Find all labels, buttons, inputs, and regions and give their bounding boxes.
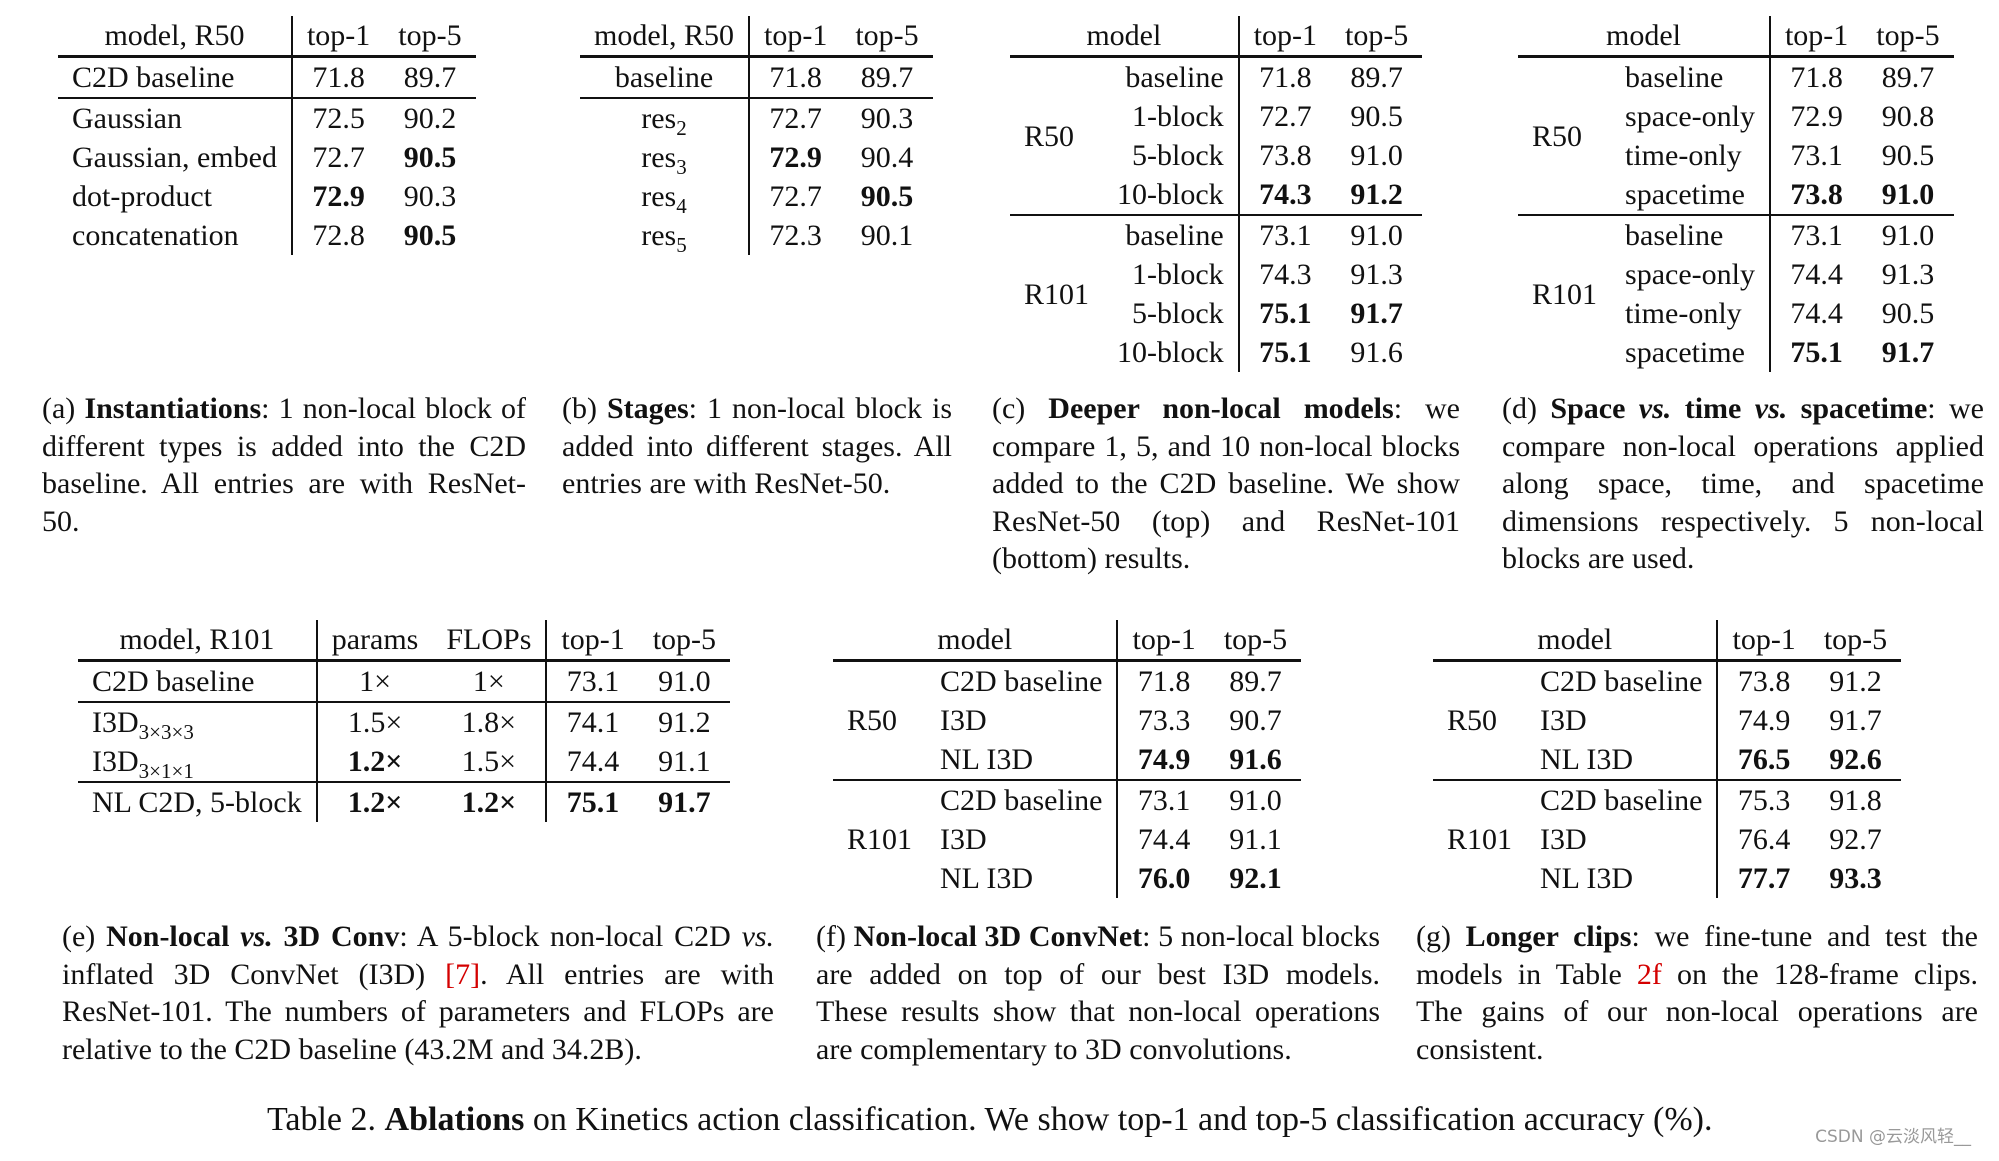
table-row: spacetime 75.1 91.7 [1518,333,1954,372]
table-row: R50 C2D baseline 73.8 91.2 [1433,660,1901,737]
header-top1: top-1 [1117,620,1210,662]
caption-e: (e) Non-local vs. 3D Conv: A 5-block non… [62,920,775,1066]
caption-c: (c) Deeper non-local models: we compare … [992,392,1460,575]
table-e-block: model, R101 params FLOPs top-1 top-5 C2D… [78,620,731,822]
header-model: model [1010,16,1240,58]
table-row: res4 72.7 90.5 [580,177,933,217]
table-f-block: model top-1 top-5 R50 C2D baseline 71.8 89… [833,620,1302,898]
table-row: concatenation 72.8 90.5 [58,216,476,255]
table-d-block: model top-1 top-5 R50 baseline 71.8 89.7 s… [1518,16,1954,372]
header-top5: top-5 [1209,620,1302,662]
watermark: CSDN @云淡风轻__ [1815,1127,1971,1147]
group-label: R50 [847,704,898,737]
table-row: NL C2D, 5-block 1.2× 1.2× 75.1 91.7 [78,781,731,822]
header-top5: top-5 [841,16,933,58]
table-row: res2 72.7 90.3 [580,97,933,139]
table-row: I3D3×1×1 1.2× 1.5× 74.4 91.1 [78,742,730,782]
table-row: 5-block 75.1 91.7 [1010,294,1422,333]
header-top1: top-1 [749,16,842,58]
table-row: Gaussian 72.5 90.2 [58,97,476,138]
table-b: model, R50 top-1 top-5 baseline 71.8 89.… [580,16,933,256]
table-row: time-only 73.1 90.5 [1518,136,1954,175]
header-top5: top-5 [1862,16,1954,58]
table-row: res3 72.9 90.4 [580,138,933,178]
table-g: model top-1 top-5 R50 C2D baseline 73.8 91… [1433,620,1902,898]
table-b-block: model, R50 top-1 top-5 baseline 71.8 89.… [580,16,933,256]
header-top1: top-1 [1238,16,1331,58]
table-row: I3D 74.4 91.1 [833,820,1301,859]
table-row: 10-block 74.3 91.2 [1010,175,1422,215]
table-row: R50 baseline 71.8 89.7 [1518,56,1954,153]
header-flops: FLOPs [432,620,548,662]
header-top5: top-5 [638,620,731,662]
table-row: R101 baseline 73.1 91.0 [1518,214,1954,372]
table-a: model, R50 top-1 top-5 C2D baseline 71.8… [58,16,476,255]
header-model: model, R50 [58,16,293,58]
header-top1: top-1 [1769,16,1863,58]
table-row: space-only 72.9 90.8 [1518,97,1954,136]
table-row: spacetime 73.8 91.0 [1518,175,1954,215]
table-row: time-only 74.4 90.5 [1518,294,1954,333]
caption-a: (a) Instantiations: 1 non-local block of… [42,392,526,538]
table-row: NL I3D 76.5 92.6 [1433,740,1901,780]
header-top1: top-1 [546,620,639,662]
table-row: R101 C2D baseline 73.1 91.0 [833,779,1302,898]
caption-b: (b) Stages: 1 non-local block is added i… [562,392,952,500]
table-row: space-only 74.4 91.3 [1518,255,1954,294]
table-row: 5-block 73.8 91.0 [1010,136,1422,175]
table-row: 1-block 74.3 91.3 [1010,255,1422,294]
group-label: R50 [1024,119,1075,153]
table-row: Gaussian, embed 72.7 90.5 [58,138,476,177]
header-top5: top-5 [1330,16,1423,58]
table-row: C2D baseline 1× 1× 73.1 91.0 [78,660,730,702]
citation-link[interactable]: [7] [445,957,481,991]
header-top5: top-5 [1809,620,1902,662]
header-top1: top-1 [291,16,385,58]
table-c: model top-1 top-5 R50 baseline 71.8 89.7 1… [1010,16,1423,372]
table-f: model top-1 top-5 R50 C2D baseline 71.8 89… [833,620,1302,898]
group-label: R101 [1433,779,1527,898]
table-row: res5 72.3 90.1 [580,216,933,256]
table-ref-link[interactable]: 2f [1636,957,1662,991]
group-label: R101 [833,779,927,898]
table-row: 1-block 72.7 90.5 [1010,97,1422,136]
caption-f: (f) Non-local 3D ConvNet: 5 non-local bl… [816,920,1380,1066]
header-model: model, R101 [78,620,318,662]
table-row: NL I3D 77.7 93.3 [1433,859,1901,898]
table-row: baseline 71.8 89.7 [580,56,933,98]
table-c-block: model top-1 top-5 R50 baseline 71.8 89.7 1… [1010,16,1423,372]
table-a-block: model, R50 top-1 top-5 C2D baseline 71.8… [58,16,476,255]
table-row: C2D baseline 71.8 89.7 [58,56,476,98]
main-caption: Table 2. Ablations on Kinetics action cl… [267,1101,1713,1138]
table-row: I3D 73.3 90.7 [833,701,1301,740]
table-g-block: model top-1 top-5 R50 C2D baseline 73.8 91… [1433,620,1902,898]
table-row: I3D 76.4 92.7 [1433,820,1901,859]
table-row: 10-block 75.1 91.6 [1010,333,1422,372]
table-row: I3D 74.9 91.7 [1433,701,1901,740]
table-d: model top-1 top-5 R50 baseline 71.8 89.7 s… [1518,16,1954,372]
table-row: NL I3D 76.0 92.1 [833,859,1301,898]
group-label: R101 [1010,214,1104,372]
header-top5: top-5 [384,16,476,58]
header-model: model [833,620,1119,662]
header-model: model [1433,620,1719,662]
header-model: model, R50 [580,16,750,58]
table-row: dot-product 72.9 90.3 [58,177,476,216]
group-label: R50 [1447,704,1498,737]
table-row: R50 C2D baseline 71.8 89.7 [833,660,1301,737]
header-params: params [316,620,433,662]
caption-d: (d) Space vs. time vs. spacetime: we com… [1502,392,1985,575]
group-label: R101 [1518,214,1612,372]
table-row: R50 baseline 71.8 89.7 [1010,56,1422,153]
caption-g: (g) Longer clips: we fine-tune and test … [1416,920,1979,1066]
group-label: R50 [1532,119,1583,153]
table-row: R101 baseline 73.1 91.0 [1010,214,1423,372]
table-e: model, R101 params FLOPs top-1 top-5 C2D… [78,620,731,822]
header-model: model [1518,16,1771,58]
header-top1: top-1 [1717,620,1810,662]
table-row: R101 C2D baseline 75.3 91.8 [1433,779,1902,898]
table-row: I3D3×3×3 1.5× 1.8× 74.1 91.2 [78,701,731,743]
table-row: NL I3D 74.9 91.6 [833,740,1301,780]
